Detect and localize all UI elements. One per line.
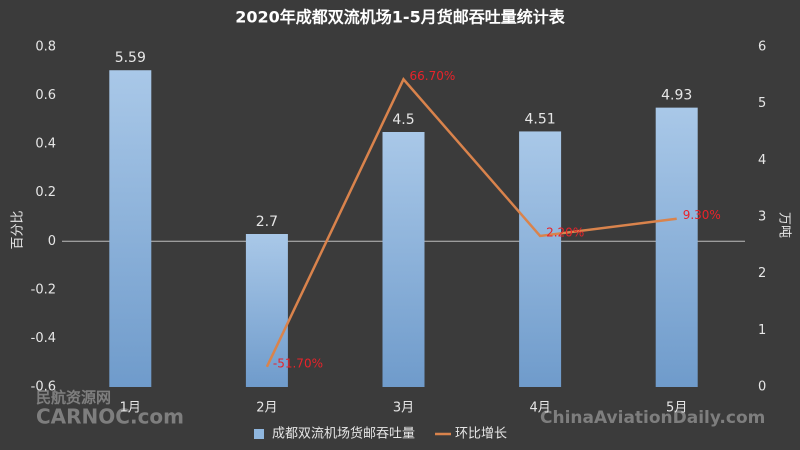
y-axis-label: 百分比 — [11, 210, 26, 249]
bar — [109, 70, 152, 387]
y2-tick-label: 0 — [758, 380, 766, 395]
x-tick-label: 3月 — [393, 401, 414, 416]
bar — [382, 132, 425, 387]
x-tick-label: 2月 — [256, 401, 277, 416]
bar — [245, 234, 288, 387]
y2-tick-label: 6 — [758, 40, 766, 55]
legend-swatch — [254, 429, 264, 439]
x-tick-label: 1月 — [120, 401, 141, 416]
y-tick-label: 0.6 — [35, 88, 56, 103]
y-tick-label: 0 — [48, 234, 56, 249]
y-tick-label: -0.4 — [31, 331, 56, 346]
watermark: ChinaAviationDaily.com — [540, 408, 765, 428]
y2-tick-label: 3 — [758, 210, 766, 225]
y-tick-label: 0.8 — [35, 40, 56, 55]
line — [265, 77, 677, 368]
line-value-label: 9.30% — [683, 208, 721, 222]
chart-title: 2020年成都双流机场1-5月货邮吞吐量统计表 — [235, 8, 565, 27]
line-value-label: 66.70% — [410, 69, 456, 83]
legend-label: 环比增长 — [455, 427, 507, 442]
y-tick-label: 0.4 — [35, 137, 56, 152]
bar-value-label: 4.5 — [392, 112, 414, 128]
x-tick-label: 5月 — [666, 401, 687, 416]
bar-value-label: 4.93 — [661, 88, 692, 104]
legend-label: 成都双流机场货邮吞吐量 — [272, 426, 415, 442]
y-tick-label: -0.2 — [31, 282, 56, 297]
bar-value-label: 2.7 — [256, 214, 278, 230]
line-value-label: -51.70% — [273, 356, 323, 370]
y2-tick-label: 2 — [758, 266, 766, 281]
x-tick-label: 4月 — [529, 401, 550, 416]
bar-value-label: 4.51 — [525, 111, 556, 127]
y2-tick-label: 4 — [758, 153, 766, 168]
watermark: 民航资源网 — [36, 389, 111, 407]
watermark: CARNOC.com — [36, 405, 184, 429]
y-tick-label: -0.6 — [31, 380, 56, 395]
y2-tick-label: 5 — [758, 96, 766, 111]
bar-value-label: 5.59 — [115, 50, 146, 66]
y-tick-label: 0.2 — [35, 185, 56, 200]
y2-axis-label: 万吨 — [777, 212, 792, 238]
line-value-label: 2.20% — [546, 225, 584, 239]
bar — [655, 107, 698, 387]
bar — [519, 131, 562, 387]
y2-tick-label: 1 — [758, 323, 766, 338]
